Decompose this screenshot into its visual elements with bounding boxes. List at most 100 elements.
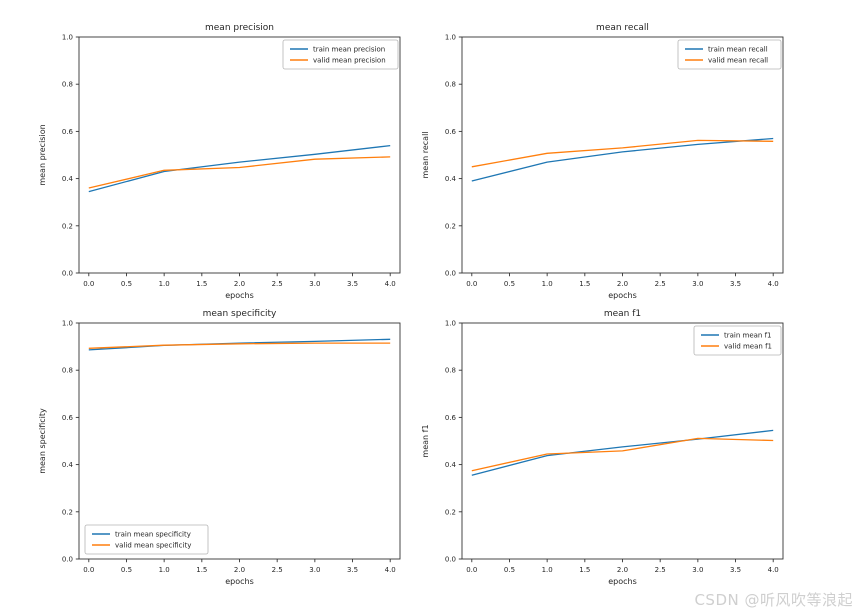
y-tick-label: 0.4	[445, 175, 457, 183]
y-tick-label: 0.0	[445, 556, 456, 564]
plot-svg: 0.0 0.5 1.0 1.5 2.0 2.5 3.0 3.5 4.0 0.0 0.2 0.4 0.6 0…	[38, 309, 401, 586]
legend-box	[282, 39, 399, 70]
plot-title: mean recall	[596, 23, 649, 33]
x-tick-label: 3.0	[692, 280, 703, 288]
y-axis-label: mean precision	[38, 124, 47, 185]
chart-mean-specificity: 0.0 0.5 1.0 1.5 2.0 2.5 3.0 3.5 4.0 0.0 0.2 0.4 0.6 0…	[30, 304, 415, 594]
x-tick-label: 1.0	[542, 280, 553, 288]
series-line	[88, 342, 391, 349]
x-tick-label: 1.0	[159, 280, 170, 288]
x-tick-label: 0.5	[504, 566, 515, 574]
x-tick-label: 0.5	[121, 280, 132, 288]
x-tick-label: 4.0	[768, 566, 779, 574]
series-line	[88, 144, 391, 193]
y-tick-label: 0.2	[62, 222, 73, 230]
legend-box	[677, 39, 782, 70]
y-tick-label: 0.8	[445, 81, 456, 89]
plot-title: mean precision	[205, 23, 274, 33]
legend-label: train mean precision	[313, 46, 385, 54]
legend-label: train mean recall	[708, 46, 768, 54]
x-tick-label: 0.0	[466, 566, 477, 574]
x-tick-label: 3.5	[730, 280, 741, 288]
legend: train mean specificity valid mean specifi…	[84, 524, 209, 555]
y-tick-label: 0.4	[62, 175, 74, 183]
plot-svg: 0.0 0.5 1.0 1.5 2.0 2.5 3.0 3.5 4.0 0.0 0.2 0.4 0.6 0…	[421, 309, 784, 586]
legend-label: valid mean precision	[313, 57, 386, 65]
legend-label: valid mean specificity	[115, 542, 191, 550]
x-tick-label: 4.0	[385, 280, 396, 288]
x-tick-label: 2.5	[655, 280, 666, 288]
legend: train mean recall valid mean recall	[677, 39, 782, 70]
y-tick-label: 0.4	[62, 461, 74, 469]
y-tick-label: 0.6	[62, 128, 74, 136]
axes-spines	[461, 36, 784, 274]
y-tick-label: 0.4	[445, 461, 457, 469]
y-tick-label: 0.2	[445, 508, 456, 516]
x-tick-label: 3.5	[347, 566, 358, 574]
plot-svg: 0.0 0.5 1.0 1.5 2.0 2.5 3.0 3.5 4.0 0.0 0.2 0.4 0.6 0…	[421, 23, 784, 300]
chart-mean-recall: 0.0 0.5 1.0 1.5 2.0 2.5 3.0 3.5 4.0 0.0 0.2 0.4 0.6 0…	[413, 18, 798, 308]
plot-title: mean f1	[604, 309, 641, 319]
y-tick-label: 0.6	[445, 414, 457, 422]
y-tick-label: 1.0	[445, 34, 456, 42]
legend-label: train mean specificity	[115, 531, 191, 539]
y-axis-label: mean recall	[421, 131, 430, 178]
x-tick-label: 2.0	[617, 280, 628, 288]
legend-box	[84, 524, 209, 555]
x-tick-label: 4.0	[768, 280, 779, 288]
y-tick-label: 0.8	[445, 367, 456, 375]
series-line	[88, 156, 391, 189]
x-tick-label: 3.5	[347, 280, 358, 288]
y-tick-label: 0.0	[62, 556, 73, 564]
x-axis-label: epochs	[608, 577, 637, 586]
x-tick-label: 2.0	[617, 566, 628, 574]
series-line	[471, 437, 774, 472]
x-tick-label: 2.0	[234, 280, 245, 288]
x-tick-label: 1.5	[579, 280, 590, 288]
x-tick-label: 3.0	[309, 280, 320, 288]
x-tick-label: 0.5	[121, 566, 132, 574]
y-tick-label: 1.0	[62, 34, 73, 42]
legend-label: valid mean recall	[708, 57, 768, 65]
legend-box	[693, 325, 782, 356]
x-tick-label: 3.0	[692, 566, 703, 574]
x-axis-label: epochs	[225, 577, 254, 586]
x-axis-label: epochs	[608, 291, 637, 300]
y-tick-label: 0.0	[62, 270, 73, 278]
plot-title: mean specificity	[203, 309, 277, 319]
x-tick-label: 1.0	[159, 566, 170, 574]
x-tick-label: 1.0	[542, 566, 553, 574]
x-tick-label: 0.0	[466, 280, 477, 288]
y-tick-label: 0.6	[445, 128, 457, 136]
x-tick-label: 2.5	[272, 280, 283, 288]
y-tick-label: 0.8	[62, 81, 73, 89]
x-tick-label: 1.5	[579, 566, 590, 574]
plot-svg: 0.0 0.5 1.0 1.5 2.0 2.5 3.0 3.5 4.0 0.0 0.2 0.4 0.6 0…	[38, 23, 401, 300]
x-tick-label: 3.5	[730, 566, 741, 574]
series-line	[471, 139, 774, 168]
x-tick-label: 0.0	[83, 566, 94, 574]
x-tick-label: 1.5	[196, 566, 207, 574]
x-tick-label: 0.0	[83, 280, 94, 288]
y-tick-label: 0.2	[62, 508, 73, 516]
chart-mean-precision: 0.0 0.5 1.0 1.5 2.0 2.5 3.0 3.5 4.0 0.0 0.2 0.4 0.6 0…	[30, 18, 415, 308]
legend-label: train mean f1	[724, 332, 772, 340]
axes-spines	[461, 322, 784, 560]
x-tick-label: 3.0	[309, 566, 320, 574]
legend: train mean f1 valid mean f1	[693, 325, 782, 356]
chart-mean-f1: 0.0 0.5 1.0 1.5 2.0 2.5 3.0 3.5 4.0 0.0 0.2 0.4 0.6 0…	[413, 304, 798, 594]
series-line	[471, 429, 774, 476]
x-tick-label: 2.5	[272, 566, 283, 574]
legend-label: valid mean f1	[724, 343, 772, 351]
x-tick-label: 4.0	[385, 566, 396, 574]
y-tick-label: 0.2	[445, 222, 456, 230]
y-tick-label: 0.6	[62, 414, 74, 422]
series-line	[471, 137, 774, 182]
axes-spines	[78, 322, 401, 560]
legend: train mean precision valid mean precision	[282, 39, 399, 70]
x-tick-label: 0.5	[504, 280, 515, 288]
y-tick-label: 1.0	[445, 320, 456, 328]
x-tick-label: 2.0	[234, 566, 245, 574]
x-tick-label: 2.5	[655, 566, 666, 574]
